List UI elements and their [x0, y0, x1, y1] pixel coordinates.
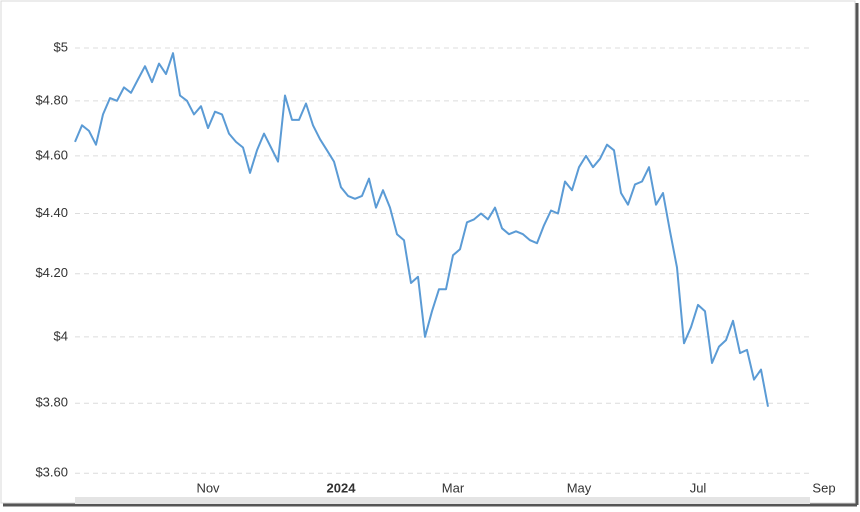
y-tick-label: $4.20: [35, 265, 68, 280]
y-tick-label: $4: [54, 328, 68, 343]
grid: $3.60 $3.80 $4 $4.20 $4.40 $4.60 $4.80 $5 Nov 202…: [35, 39, 835, 495]
y-tick-label: $5: [54, 39, 68, 54]
x-tick-label: Sep: [812, 480, 835, 495]
frame: [0, 0, 856, 504]
x-tick-label: Jul: [690, 480, 707, 495]
x-tick-label: May: [567, 480, 592, 495]
plot: [74, 52, 769, 407]
x-tick-label: Nov: [196, 480, 220, 495]
y-tick-label: $3.80: [35, 395, 68, 410]
y-tick-label: $3.60: [35, 465, 68, 480]
x-tick-label: Mar: [442, 480, 465, 495]
y-tick-label: $4.40: [35, 205, 68, 220]
y-tick-label: $4.60: [35, 147, 68, 162]
y-tick-label: $4.80: [35, 92, 68, 107]
price-line: [74, 52, 769, 407]
x-tick-label: 2024: [327, 480, 357, 495]
navigator-bar: [75, 497, 810, 504]
